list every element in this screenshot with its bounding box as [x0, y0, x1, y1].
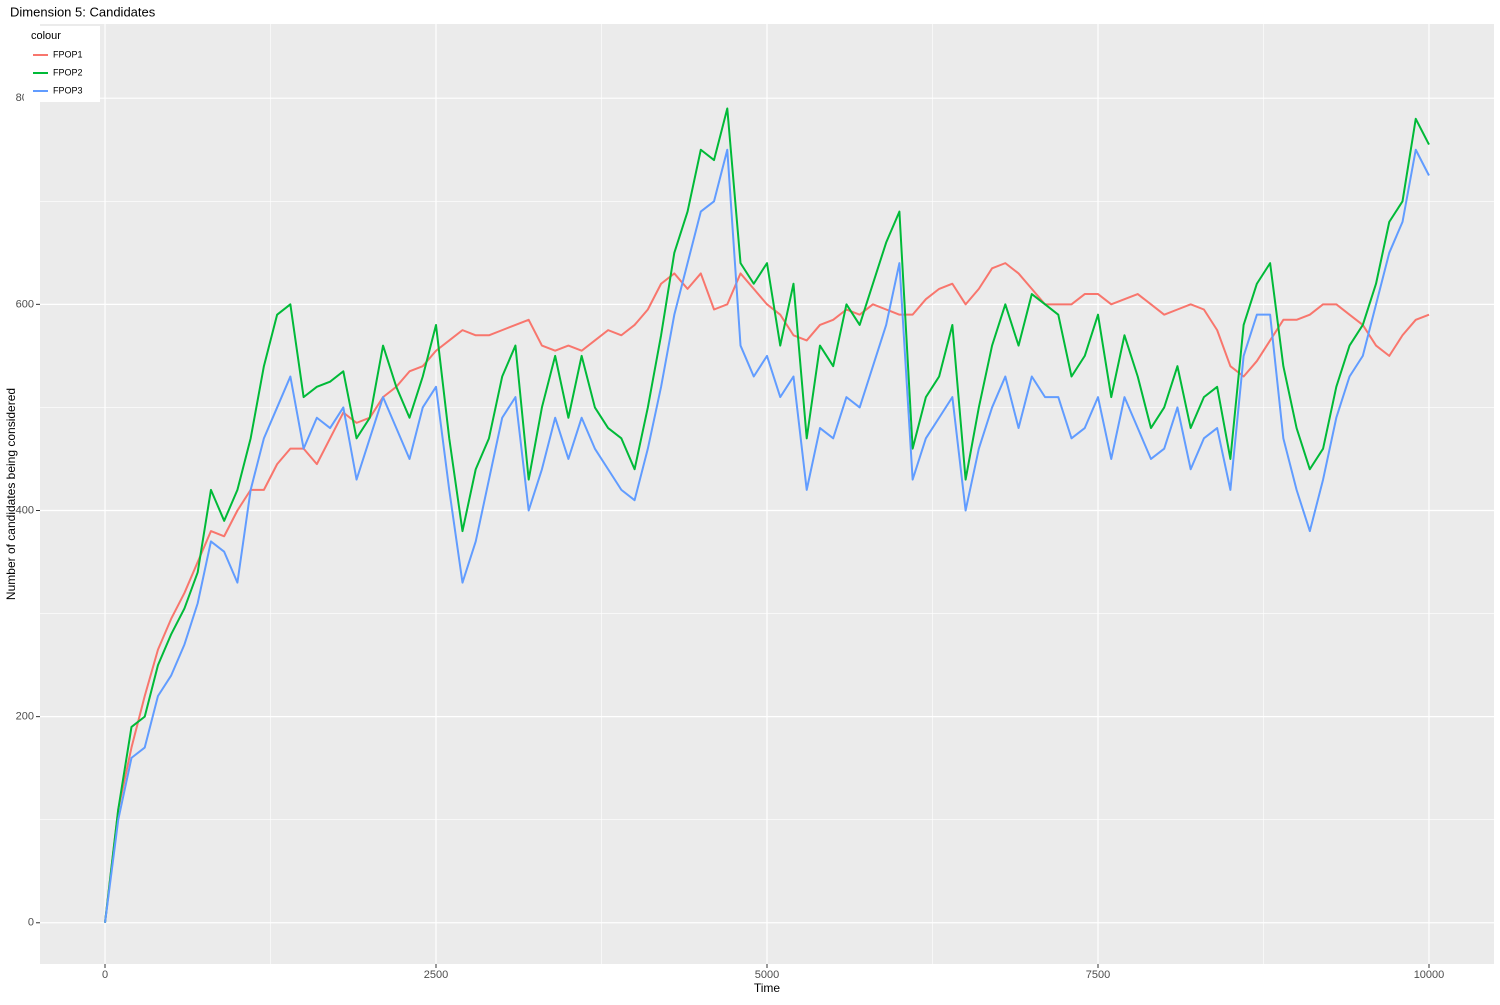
grid: [40, 24, 1494, 964]
legend: colour FPOP1 FPOP2 FPOP3: [31, 30, 83, 95]
chart-title: Dimension 5: Candidates: [10, 4, 156, 19]
legend-box: [24, 26, 100, 102]
series-line: [104, 107, 1430, 923]
y-axis-title: Number of candidates being considered: [4, 388, 18, 600]
y-tick-label: 600: [16, 298, 34, 310]
legend-title: colour: [31, 30, 61, 42]
y-tick-label: 200: [16, 711, 34, 723]
x-axis-title: Time: [754, 981, 781, 995]
x-tick-label: 5000: [755, 969, 779, 981]
y-tick-label: 400: [16, 504, 34, 516]
series-line: [104, 262, 1430, 923]
legend-label: FPOP2: [53, 67, 83, 77]
series-line: [104, 148, 1430, 923]
legend-label: FPOP1: [53, 49, 83, 59]
x-tick-label: 0: [102, 969, 108, 981]
legend-label: FPOP3: [53, 85, 83, 95]
lines: [104, 107, 1430, 923]
x-tick-label: 7500: [1086, 969, 1110, 981]
y-tick-label: 0: [28, 917, 34, 929]
x-tick-label: 10000: [1414, 969, 1445, 981]
x-tick-label: 2500: [424, 969, 448, 981]
